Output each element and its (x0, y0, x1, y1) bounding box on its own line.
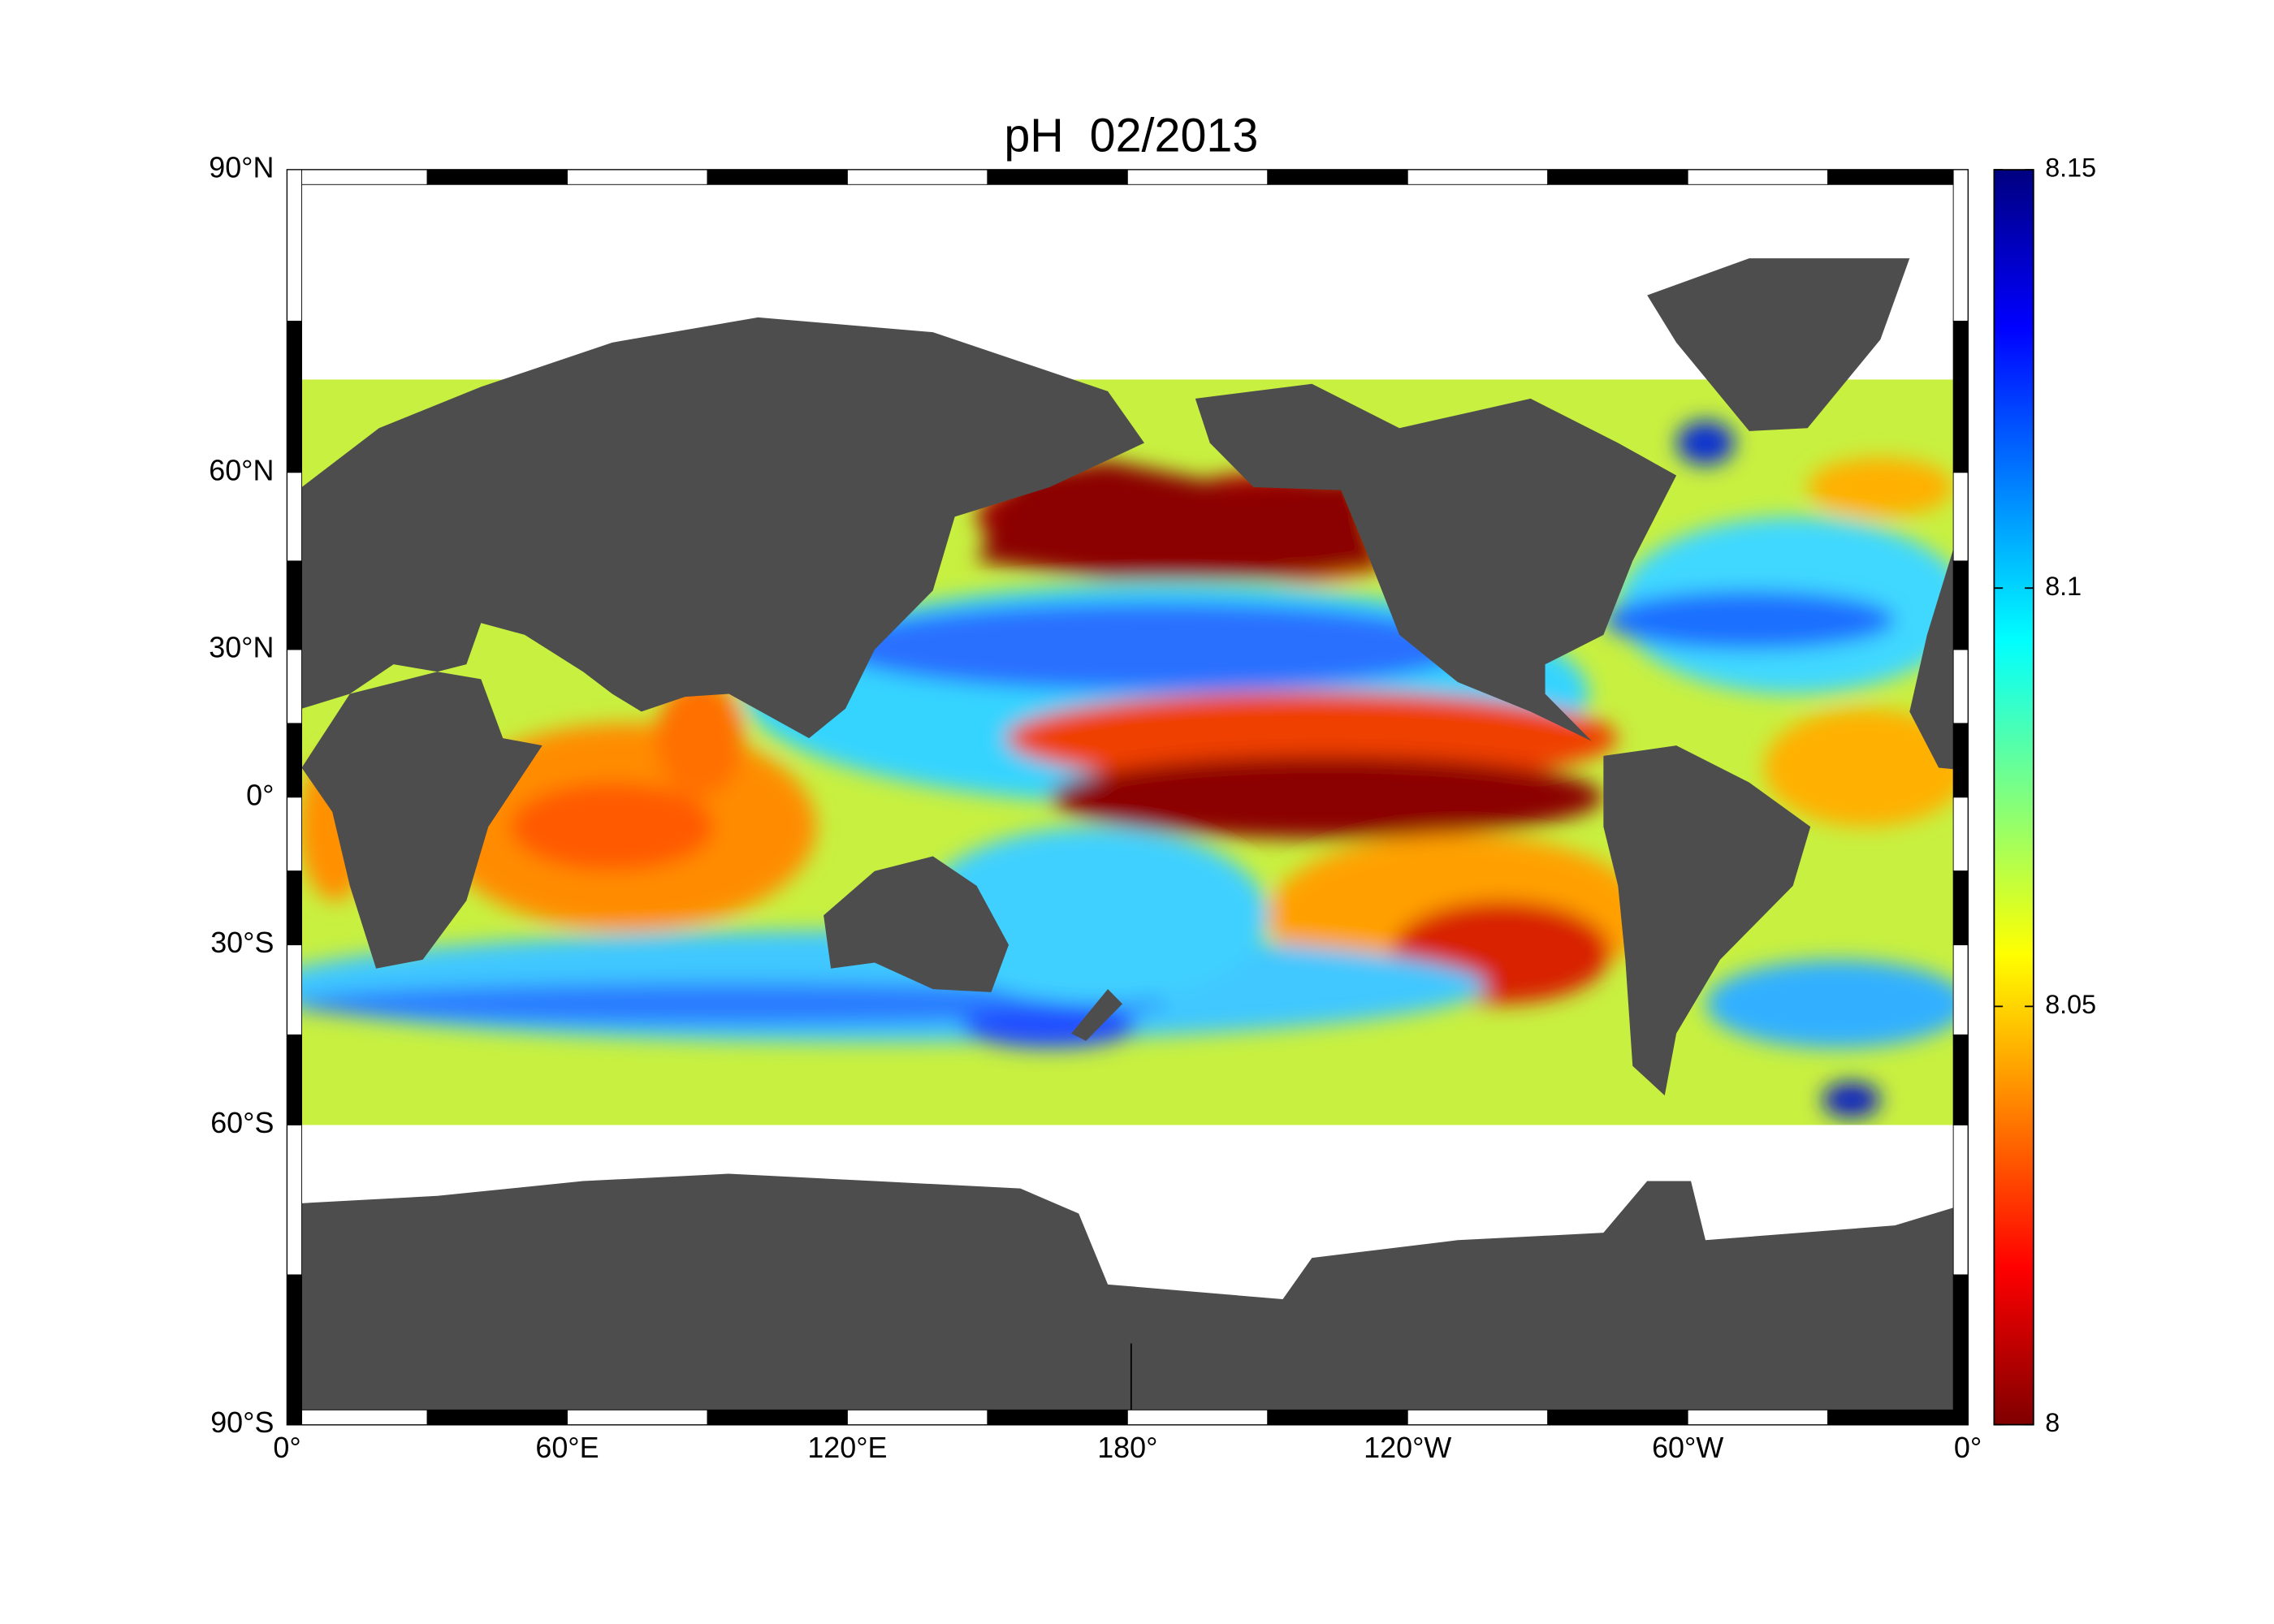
lat-label: 90°S (210, 1406, 274, 1439)
lat-label: 90°N (209, 150, 274, 184)
ph-patch (1807, 457, 1954, 517)
lat-label: 0° (246, 778, 274, 811)
lon-label: 60°W (1652, 1431, 1723, 1464)
ph-patch (831, 602, 1472, 691)
lat-label: 60°N (209, 453, 274, 486)
frame-bar (707, 169, 848, 185)
lon-label: 60°E (535, 1431, 599, 1464)
frame-bar (1827, 169, 1969, 185)
ph-patch (1676, 421, 1735, 465)
ph-patch (976, 460, 1386, 579)
land (301, 258, 1969, 1425)
landmass (301, 317, 1144, 739)
frame-bar (1952, 870, 1969, 946)
colorbar (1993, 169, 2034, 1426)
frame-bar (1952, 169, 1969, 322)
lon-label: 120°W (1364, 1431, 1451, 1464)
landmass (824, 856, 1009, 992)
landmass (301, 672, 543, 969)
ph-patch (1603, 590, 1896, 650)
frame-bar (1952, 649, 1969, 724)
frame-bar (1267, 1409, 1408, 1425)
frame-bar (1126, 1409, 1269, 1425)
frame-bar (1952, 560, 1969, 650)
frame-bar (1687, 169, 1829, 185)
lon-label: 0° (1954, 1431, 1982, 1464)
colorbar-tick-label: 8.05 (2045, 990, 2096, 1019)
landmass (1195, 383, 1677, 741)
ph-field (301, 421, 1954, 1118)
ph-patch (510, 782, 715, 871)
frame-bar (1952, 1034, 1969, 1125)
frame-bar (1547, 169, 1688, 185)
frame-bar (287, 1125, 302, 1276)
map-frame (286, 169, 1969, 1426)
ph-patch (301, 983, 1166, 1025)
colorbar-tick-label: 8 (2045, 1408, 2060, 1437)
frame-bar (1547, 1409, 1688, 1425)
frame-bar (987, 169, 1128, 185)
frame-bar (287, 560, 302, 650)
frame-bar (846, 169, 988, 185)
ph-patch (918, 827, 1269, 1004)
frame-bar (567, 169, 708, 185)
frame-bar (1407, 169, 1549, 185)
frame-bar (287, 870, 302, 946)
lat-label: 30°S (210, 926, 274, 959)
frame-bar (287, 321, 302, 473)
frame-bar (1952, 472, 1969, 562)
lat-label: 30°N (209, 630, 274, 663)
frame-bar (426, 169, 568, 185)
frame-bar (287, 944, 302, 1035)
landmass (1603, 745, 1811, 1096)
frame-bar (567, 1409, 708, 1425)
ph-patch (1763, 708, 1954, 827)
frame-bar (287, 649, 302, 724)
frame-bar (1407, 1409, 1549, 1425)
frame-bar (1952, 321, 1969, 473)
frame-bar (1126, 169, 1269, 185)
frame-bar (1952, 944, 1969, 1035)
frame-bar (1952, 1274, 1969, 1425)
frame-bar (287, 1034, 302, 1125)
ph-patch (1822, 1082, 1881, 1118)
lon-label: 180° (1097, 1431, 1157, 1464)
landmass (1647, 258, 1910, 431)
frame-bar (287, 1409, 428, 1425)
frame-bar (846, 1409, 988, 1425)
frame-bar (287, 797, 302, 872)
colorbar-tick-label: 8.15 (2045, 153, 2096, 183)
frame-bar (1952, 723, 1969, 798)
frame-bar (287, 472, 302, 562)
frame-bar (987, 1409, 1128, 1425)
frame-bar (1827, 1409, 1969, 1425)
map-title: pH 02/2013 (1004, 110, 1258, 162)
lat-label: 60°S (210, 1106, 274, 1139)
frame-bar (287, 169, 428, 185)
frame-bar (707, 1409, 848, 1425)
colorbar-tick-label: 8.1 (2045, 572, 2082, 601)
lon-label: 120°E (807, 1431, 887, 1464)
frame-bar (1267, 169, 1408, 185)
frame-bar (426, 1409, 568, 1425)
frame-bar (287, 169, 302, 322)
frame-bar (287, 723, 302, 798)
frame-bar (1952, 1125, 1969, 1276)
landmass (1071, 989, 1123, 1041)
frame-bar (1687, 1409, 1829, 1425)
frame-bar (287, 1274, 302, 1425)
ph-patch (655, 679, 744, 797)
ph-patch (1049, 755, 1604, 839)
frame-bar (1952, 797, 1969, 872)
lon-label: 0° (273, 1431, 300, 1464)
landmass (301, 1173, 1969, 1425)
ph-patch (1706, 959, 1954, 1048)
